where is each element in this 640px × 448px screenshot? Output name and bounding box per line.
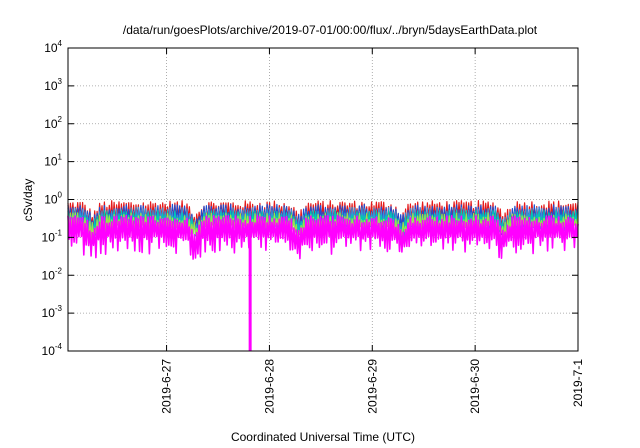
series-line xyxy=(67,200,579,234)
x-tick-label: 2019-6-29 xyxy=(365,359,379,414)
series-line xyxy=(67,214,579,260)
x-tick-label: 2019-6-27 xyxy=(160,359,174,414)
y-tick-label: 10-1 xyxy=(42,228,63,244)
y-axis-label: cSv/day xyxy=(21,179,35,222)
x-tick-label: 2019-7-1 xyxy=(571,359,585,407)
series-layer xyxy=(67,200,579,351)
series-line xyxy=(67,212,579,243)
y-tick-label: 10-2 xyxy=(42,266,63,282)
chart-title: /data/run/goesPlots/archive/2019-07-01/0… xyxy=(123,23,538,37)
x-tick-label: 2019-6-28 xyxy=(262,359,276,414)
y-tick-label: 10-3 xyxy=(42,304,63,320)
y-tick-label: 100 xyxy=(44,191,62,207)
x-axis: 2019-6-27 2019-6-28 2019-6-29 2019-6-30 2019… xyxy=(160,48,585,414)
y-tick-label: 104 xyxy=(44,39,62,55)
x-tick-label: 2019-6-30 xyxy=(468,359,482,414)
grid xyxy=(68,48,578,351)
y-tick-label: 10-4 xyxy=(42,342,63,358)
x-axis-label: Coordinated Universal Time (UTC) xyxy=(231,430,415,444)
y-tick-label: 101 xyxy=(44,153,62,169)
spike-mark xyxy=(248,222,252,351)
y-tick-label: 102 xyxy=(44,115,62,131)
y-tick-label: 103 xyxy=(44,77,62,93)
y-axis: 104 103 102 101 100 10-1 10-2 10-3 10-4 xyxy=(42,39,578,358)
